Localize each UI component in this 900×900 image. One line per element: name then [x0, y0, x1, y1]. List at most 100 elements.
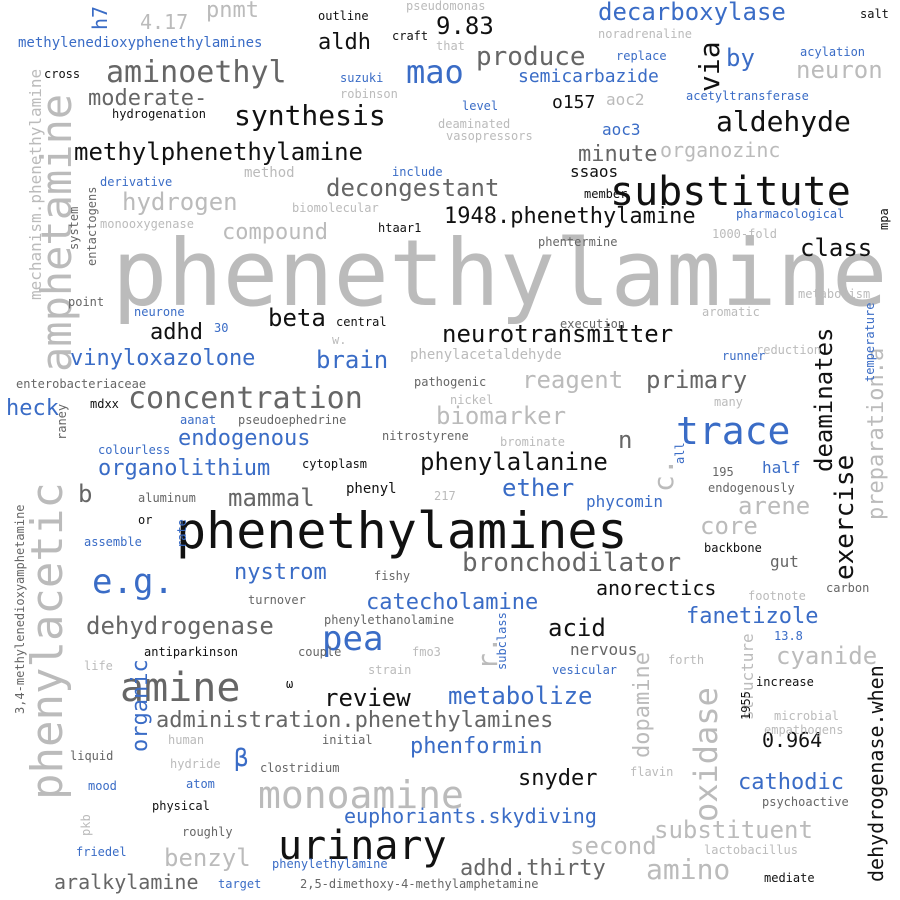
word-178: microbial: [774, 709, 840, 723]
word-78: 9.83: [436, 12, 494, 40]
word-46: catecholamine: [366, 590, 539, 615]
word-15: synthesis: [234, 99, 386, 132]
word-3: phenylacetic: [22, 482, 73, 800]
word-38: phenylalanine: [420, 448, 608, 476]
word-197: mediate: [764, 871, 815, 885]
word-190: pkb: [79, 814, 93, 836]
word-58: adhd.thirty: [460, 856, 606, 881]
word-168: couple: [298, 645, 342, 659]
word-142: mdxx: [90, 397, 119, 411]
word-49: acid: [548, 614, 606, 642]
word-16: methylphenethylamine: [74, 138, 363, 166]
word-53: phenformin: [410, 734, 543, 759]
word-88: aoc2: [606, 90, 645, 109]
word-108: hydrogenation: [112, 107, 206, 121]
word-192: lactobacillus: [704, 843, 798, 857]
word-102: cross: [44, 67, 81, 81]
word-105: replace: [616, 49, 667, 63]
word-1: phenethylamines: [176, 502, 628, 560]
word-154: aluminum: [138, 491, 196, 505]
word-43: arene: [738, 492, 811, 520]
word-126: point: [68, 295, 105, 309]
word-91: half: [762, 458, 801, 477]
word-113: derivative: [100, 175, 173, 189]
word-8: trace: [676, 409, 791, 453]
word-48: dehydrogenase: [86, 612, 274, 640]
word-83: semicarbazide: [518, 66, 659, 87]
word-57: second: [570, 832, 657, 860]
word-68: dehydrogenase.when: [864, 665, 888, 882]
word-80: 4.17: [140, 10, 189, 34]
word-182: liquid: [70, 749, 114, 763]
word-122: 1000-fold: [712, 227, 778, 241]
word-120: pharmacological: [736, 207, 845, 221]
word-111: vasopressors: [446, 129, 533, 143]
word-89: ssaos: [570, 162, 619, 181]
word-74: via: [693, 41, 726, 92]
word-121: mpa: [877, 208, 891, 230]
word-71: β: [234, 744, 249, 772]
word-161: turnover: [248, 593, 306, 607]
word-32: vinyloxazolone: [70, 346, 256, 371]
word-123: phentermine: [538, 235, 618, 249]
word-81: h7: [88, 5, 112, 30]
word-11: pea: [322, 619, 384, 659]
word-119: htaar1: [378, 221, 422, 235]
word-39: ether: [502, 474, 575, 502]
word-12: oxidase: [687, 687, 725, 822]
word-196: 2,5-dimethoxy-4-methylamphetamine: [300, 877, 539, 891]
word-133: execution: [560, 317, 626, 331]
word-131: metabolism: [798, 287, 871, 301]
word-86: organozinc: [660, 138, 781, 162]
word-31: brain: [316, 346, 389, 374]
word-134: temperature: [863, 302, 877, 382]
word-171: vesicular: [552, 663, 618, 677]
word-96: outline: [318, 9, 369, 23]
word-125: entactogens: [85, 186, 99, 266]
word-163: footnote: [748, 589, 806, 603]
word-65: fanetizole: [686, 604, 819, 629]
word-79: pnmt: [206, 0, 259, 23]
word-85: minute: [578, 142, 658, 167]
word-22: decarboxylase: [598, 0, 786, 26]
word-52: administration.phenethylamines: [156, 708, 554, 733]
word-29: adhd: [150, 320, 203, 345]
word-143: aanat: [180, 413, 217, 427]
word-132: aromatic: [702, 305, 760, 319]
word-63: 0.964: [762, 728, 823, 752]
word-170: subclass: [495, 612, 509, 670]
word-100: noradrenaline: [598, 27, 692, 41]
word-157: rate: [175, 519, 189, 548]
word-156: or: [138, 513, 153, 527]
word-195: target: [218, 877, 262, 891]
word-55: euphoriants.skydiving: [344, 804, 597, 828]
word-45: heck: [6, 396, 59, 421]
word-138: enterobacteriaceae: [16, 377, 147, 391]
word-147: raney: [55, 403, 69, 440]
word-37: organolithium: [98, 456, 271, 481]
word-42: n: [618, 426, 633, 454]
word-50: review: [324, 684, 411, 712]
word-127: neurone: [134, 305, 185, 319]
word-60: benzyl: [164, 844, 251, 872]
word-184: clostridium: [260, 761, 340, 775]
word-188: physical: [152, 799, 210, 813]
word-59: amino: [646, 853, 731, 886]
word-167: antiparkinson: [144, 645, 238, 659]
word-166: 13.8: [774, 629, 803, 643]
word-194: phenylethylamine: [272, 857, 388, 871]
word-4: substitute: [610, 169, 851, 215]
word-33: reagent: [522, 366, 624, 394]
word-179: empathogens: [764, 723, 844, 737]
word-9: concentration: [128, 381, 363, 416]
word-25: hydrogen: [122, 188, 238, 216]
word-92: gut: [770, 552, 799, 571]
word-128: 30: [214, 321, 229, 335]
word-176: increase: [756, 675, 814, 689]
word-54: snyder: [518, 766, 598, 791]
word-115: include: [392, 165, 443, 179]
word-97: pseudomonas: [406, 0, 486, 13]
word-17: aldehyde: [716, 105, 851, 138]
word-93: nervous: [570, 640, 638, 659]
